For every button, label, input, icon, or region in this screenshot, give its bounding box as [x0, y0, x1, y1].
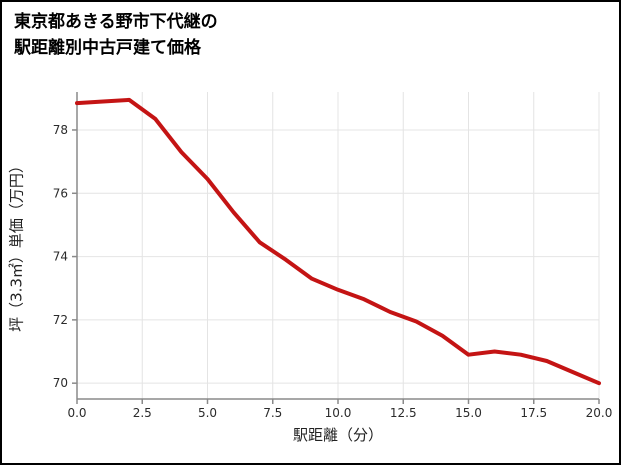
price-line — [75, 97, 601, 386]
chart-title-line1: 東京都あきる野市下代継の — [14, 12, 218, 32]
x-axis-label: 駅距離（分） — [292, 426, 383, 444]
x-tick-label: 12.5 — [390, 406, 417, 420]
y-tick-label: 74 — [53, 250, 68, 264]
y-tick-label: 72 — [53, 313, 68, 327]
y-tick-label: 78 — [53, 123, 68, 137]
x-tick-label: 15.0 — [455, 406, 482, 420]
x-tick-label: 2.5 — [133, 406, 152, 420]
y-tick-label: 70 — [53, 376, 68, 390]
x-tick-label: 17.5 — [520, 406, 547, 420]
y-axis-label: 坪（3.3㎡）単価（万円） — [7, 158, 26, 332]
chart-title: 東京都あきる野市下代継の 駅距離別中古戸建て価格 — [14, 10, 218, 61]
x-tick-label: 0.0 — [67, 406, 86, 420]
x-tick-label: 5.0 — [198, 406, 217, 420]
x-tick-label: 7.5 — [263, 406, 282, 420]
chart-title-line2: 駅距離別中古戸建て価格 — [14, 37, 201, 58]
y-tick-label: 76 — [53, 186, 68, 200]
x-tick-label: 10.0 — [325, 406, 352, 420]
x-tick-label: 20.0 — [586, 406, 613, 420]
